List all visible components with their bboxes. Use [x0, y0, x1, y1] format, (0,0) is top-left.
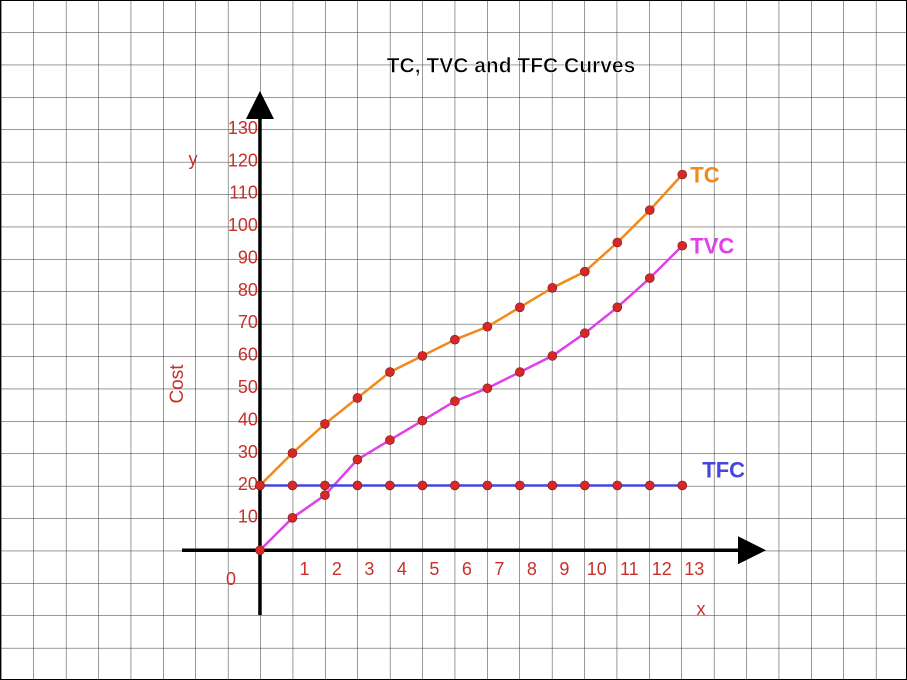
y-tick-label: 120 — [228, 150, 258, 170]
data-point — [612, 302, 623, 313]
y-tick-label: 130 — [228, 118, 258, 138]
data-point — [320, 480, 330, 491]
data-point — [385, 367, 395, 377]
data-point — [677, 169, 688, 180]
data-point — [612, 480, 623, 491]
data-point — [320, 419, 330, 429]
data-point — [677, 480, 688, 491]
y-label: y — [189, 149, 198, 169]
data-point — [287, 480, 298, 491]
data-point — [644, 273, 655, 283]
data-point — [385, 435, 395, 445]
data-point — [450, 334, 460, 345]
series-label: TC — [690, 162, 719, 187]
y-tick-label: 10 — [238, 507, 258, 527]
data-point — [482, 480, 493, 491]
x-tick-label: 12 — [652, 559, 672, 579]
series-label: TFC — [702, 457, 745, 482]
data-point — [352, 480, 363, 491]
y-tick-label: 80 — [238, 280, 258, 300]
data-point — [255, 545, 265, 556]
data-point — [580, 480, 590, 491]
x-tick-label: 4 — [397, 559, 407, 579]
y-tick-label: 0 — [226, 569, 236, 589]
data-point — [515, 302, 525, 313]
series-line — [259, 173, 684, 487]
y-axis-title: Cost — [167, 364, 188, 404]
series-line — [259, 244, 684, 552]
x-tick-label: 9 — [559, 559, 569, 579]
data-point — [482, 321, 493, 332]
x-tick-label: 3 — [364, 559, 374, 579]
x-tick-label: 11 — [620, 559, 639, 579]
data-point — [515, 367, 525, 377]
data-point — [580, 328, 590, 339]
x-tick-label: 2 — [332, 559, 342, 579]
data-point — [644, 480, 655, 491]
y-tick-label: 110 — [229, 183, 258, 203]
data-point — [417, 415, 428, 426]
data-point — [482, 383, 493, 394]
data-point — [320, 490, 330, 500]
y-tick-label: 20 — [238, 474, 258, 494]
data-point — [450, 480, 460, 491]
data-point — [287, 448, 298, 458]
data-point — [547, 480, 558, 491]
data-point — [287, 513, 298, 523]
y-tick-label: 70 — [238, 312, 258, 332]
data-point — [612, 237, 623, 248]
x-tick-label: 8 — [527, 559, 537, 579]
data-point — [547, 351, 558, 361]
data-point — [547, 283, 558, 293]
data-point — [417, 480, 428, 491]
data-point — [385, 480, 395, 491]
series-label: TVC — [690, 234, 734, 259]
data-point — [580, 266, 590, 277]
data-point — [450, 396, 460, 407]
x-tick-label: 6 — [462, 559, 472, 579]
y-tick-label: 40 — [238, 409, 258, 429]
chart-title: TC, TVC and TFC Curves — [387, 55, 636, 78]
data-point — [352, 393, 363, 403]
data-point — [352, 454, 363, 465]
data-point — [677, 240, 688, 251]
x-label: x — [697, 599, 706, 619]
y-tick-label: 50 — [238, 377, 258, 397]
x-tick-label: 5 — [429, 559, 439, 579]
data-point — [644, 205, 655, 215]
y-tick-label: 60 — [238, 345, 258, 365]
data-point — [255, 480, 265, 491]
x-tick-label: 13 — [684, 559, 704, 579]
x-tick-label: 7 — [494, 559, 504, 579]
y-tick-label: 30 — [238, 442, 258, 462]
data-point — [515, 480, 525, 491]
y-tick-label: 90 — [238, 247, 258, 267]
data-point — [417, 351, 428, 361]
y-tick-label: 100 — [228, 215, 258, 235]
x-tick-label: 10 — [587, 559, 607, 579]
x-tick-label: 1 — [299, 559, 309, 579]
